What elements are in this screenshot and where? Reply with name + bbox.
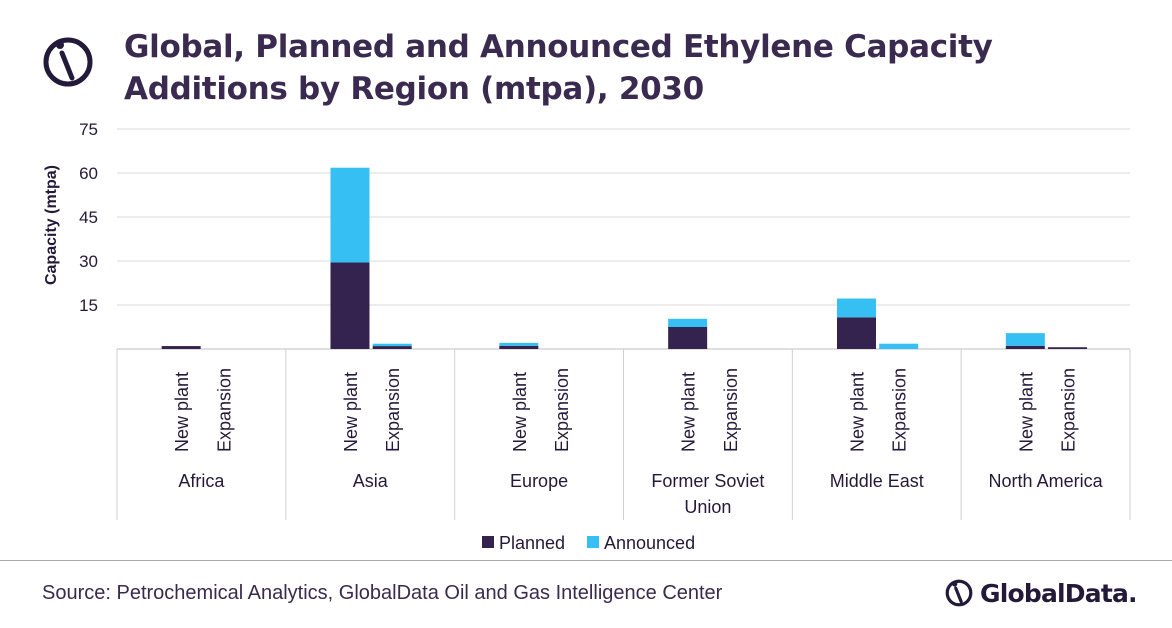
- x-group-label: Former Soviet Union: [651, 471, 764, 517]
- bar-announced-middle-east-expansion: [879, 343, 919, 349]
- y-axis-label: Capacity (mtpa): [43, 165, 60, 285]
- bar-planned-europe-new-plant: [499, 345, 539, 349]
- bar-planned-asia-expansion: [372, 346, 412, 349]
- globaldata-logo-icon: [43, 37, 93, 87]
- legend-label: Announced: [604, 533, 695, 553]
- bar-announced-europe-new-plant: [499, 342, 539, 346]
- y-tick-label: 60: [79, 164, 98, 183]
- source-note: Source: Petrochemical Analytics, GlobalD…: [42, 582, 723, 604]
- footer-divider: [0, 560, 1172, 561]
- chart: 15 30 45 60 75 Capacity (mtpa) New plant Expans…: [43, 120, 1131, 553]
- y-tick-label: 30: [79, 252, 98, 271]
- x-category-label: Expansion: [721, 368, 741, 452]
- globaldata-logo-icon: [945, 579, 973, 607]
- x-category-label: Expansion: [890, 368, 910, 452]
- x-group-label: North America: [989, 471, 1104, 491]
- bar-announced-middle-east-new-plant: [836, 298, 876, 318]
- x-category-label: New plant: [679, 372, 699, 452]
- x-category-label: Expansion: [383, 368, 403, 452]
- legend-swatch: [482, 536, 494, 548]
- x-category-label: Expansion: [552, 368, 572, 452]
- x-category-label: New plant: [1016, 372, 1036, 452]
- x-group-label: Asia: [353, 471, 389, 491]
- y-tick-label: 75: [79, 120, 98, 139]
- bar-announced-north-america-new-plant: [1005, 333, 1045, 346]
- legend-label: Planned: [499, 533, 565, 553]
- bar-planned-asia-new-plant: [330, 262, 370, 349]
- bar-announced-former-soviet-union-new-plant: [668, 318, 708, 327]
- brand-name: GlobalData.: [980, 578, 1138, 608]
- bar-planned-north-america-new-plant: [1005, 345, 1045, 349]
- bar-planned-north-america-expansion: [1048, 347, 1088, 349]
- x-group-label: Europe: [510, 471, 568, 491]
- x-category-label: New plant: [341, 372, 361, 452]
- x-group-label: Africa: [178, 471, 225, 491]
- x-category-label: New plant: [172, 372, 192, 452]
- x-category-label: Expansion: [1059, 368, 1079, 452]
- y-tick-label: 15: [79, 296, 98, 315]
- brand-logo: GlobalData.: [944, 574, 1138, 612]
- bar-planned-middle-east-new-plant: [836, 317, 876, 349]
- bar-announced-asia-new-plant: [330, 167, 370, 263]
- legend-swatch: [587, 536, 599, 548]
- y-tick-label: 45: [79, 208, 98, 227]
- x-category-label: New plant: [847, 372, 867, 452]
- bar-announced-asia-expansion: [372, 343, 412, 347]
- chart-title: Global, Planned and Announced Ethylene C…: [124, 29, 993, 107]
- x-group-label: Middle East: [830, 471, 924, 491]
- x-category-label: New plant: [510, 372, 530, 452]
- bar-planned-africa-new-plant: [161, 346, 201, 349]
- bar-planned-former-soviet-union-new-plant: [668, 327, 708, 349]
- x-category-label: Expansion: [214, 368, 234, 452]
